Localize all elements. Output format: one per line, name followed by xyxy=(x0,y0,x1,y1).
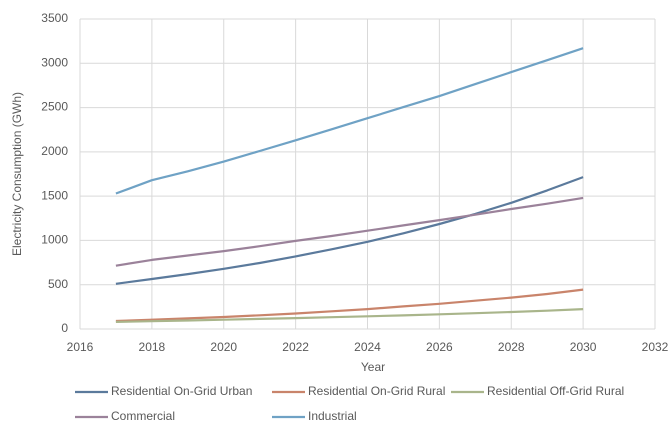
x-axis-label: Year xyxy=(361,360,385,374)
x-tick-label: 2028 xyxy=(498,340,525,354)
y-tick-label: 2000 xyxy=(41,144,68,158)
legend-label: Industrial xyxy=(308,409,357,423)
y-tick-label: 3000 xyxy=(41,55,68,69)
series-line xyxy=(115,196,584,267)
y-axis-label: Electricity Consumption (GWh) xyxy=(10,92,24,256)
x-tick-label: 2024 xyxy=(354,340,381,354)
series-line xyxy=(115,308,584,323)
legend-label: Residential On-Grid Urban xyxy=(111,384,252,398)
y-tick-label: 0 xyxy=(61,321,68,335)
y-tick-label: 1500 xyxy=(41,188,68,202)
x-tick-label: 2032 xyxy=(642,340,669,354)
x-tick-label: 2030 xyxy=(570,340,597,354)
x-tick-label: 2022 xyxy=(282,340,309,354)
x-tick-label: 2018 xyxy=(139,340,166,354)
x-tick-label: 2020 xyxy=(210,340,237,354)
y-tick-label: 3500 xyxy=(41,11,68,25)
series-line xyxy=(115,176,584,285)
series-line xyxy=(115,47,584,195)
y-tick-label: 1000 xyxy=(41,233,68,247)
series-line xyxy=(115,288,584,323)
y-tick-label: 500 xyxy=(48,277,68,291)
legend-label: Residential Off-Grid Rural xyxy=(487,384,624,398)
x-tick-label: 2026 xyxy=(426,340,453,354)
x-tick-label: 2016 xyxy=(67,340,94,354)
y-tick-label: 2500 xyxy=(41,100,68,114)
legend-label: Commercial xyxy=(111,409,175,423)
legend-label: Residential On-Grid Rural xyxy=(308,384,445,398)
